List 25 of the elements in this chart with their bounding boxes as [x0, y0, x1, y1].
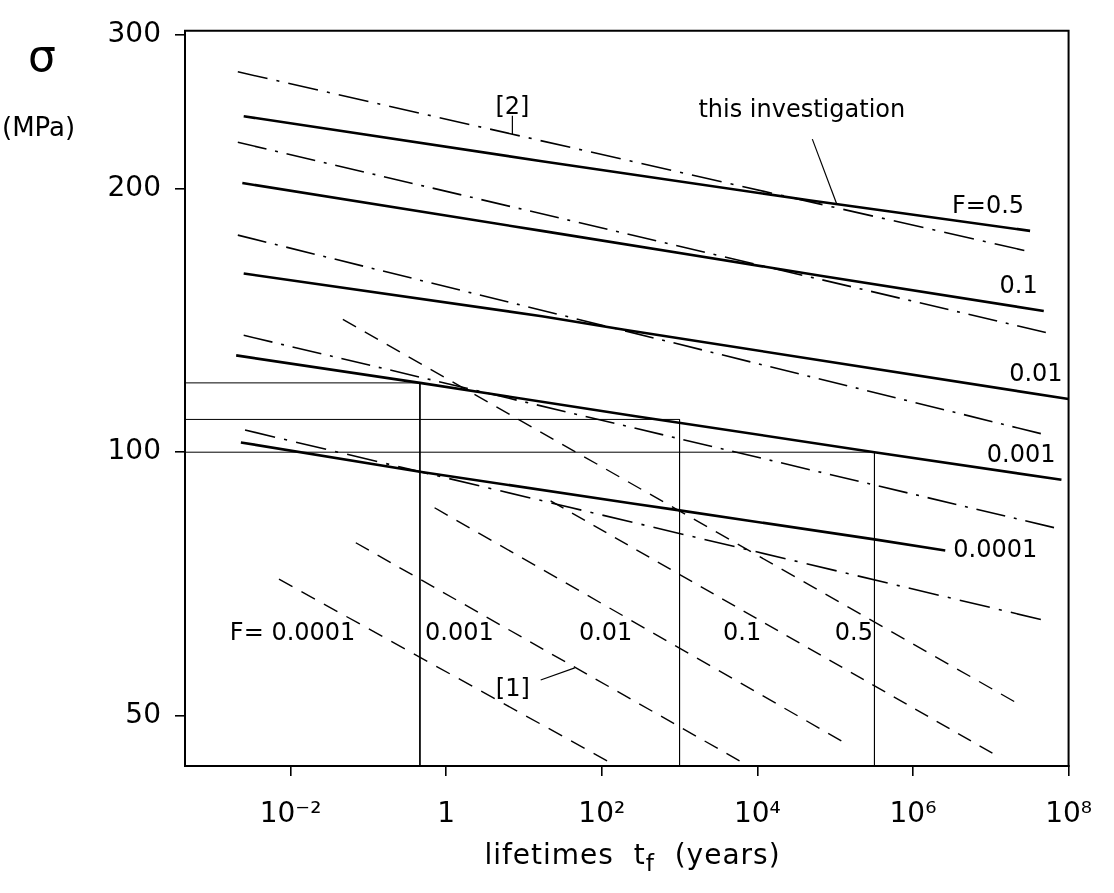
- x-tick-label: 10⁸: [1045, 796, 1092, 830]
- series-label: 0.001: [986, 440, 1056, 469]
- series-label: 0.1: [723, 617, 762, 646]
- series-label: 0.01: [578, 617, 633, 646]
- y-tick-label: 200: [107, 169, 161, 203]
- x-axis-title: lifetimes t$_{f}$ (years): [483, 838, 782, 877]
- annotation: this investigation: [698, 95, 906, 124]
- series-label: 0.01: [1009, 359, 1063, 388]
- y-tick-label: 300: [107, 15, 161, 49]
- annotation: [2]: [495, 92, 530, 121]
- y-tick-label: 50: [125, 696, 161, 730]
- series-label: 0.5: [834, 617, 873, 646]
- x-tick-label: 1: [437, 796, 456, 830]
- x-tick-label: 10²: [578, 796, 626, 830]
- series-label: 0.1: [999, 271, 1038, 300]
- x-tick-label: 10⁴: [733, 796, 781, 830]
- series-label: F=0.5: [951, 191, 1025, 220]
- series-label: F= 0.0001: [229, 617, 356, 646]
- x-tick-label: 10⁶: [889, 796, 937, 830]
- series-label: 0.0001: [953, 534, 1038, 563]
- y-axis-title: σ (MPa): [2, 30, 76, 142]
- series-label: 0.001: [425, 617, 494, 646]
- annotation: [1]: [495, 674, 530, 703]
- x-tick-label: 10⁻²: [259, 796, 322, 830]
- y-tick-label: 100: [107, 433, 161, 467]
